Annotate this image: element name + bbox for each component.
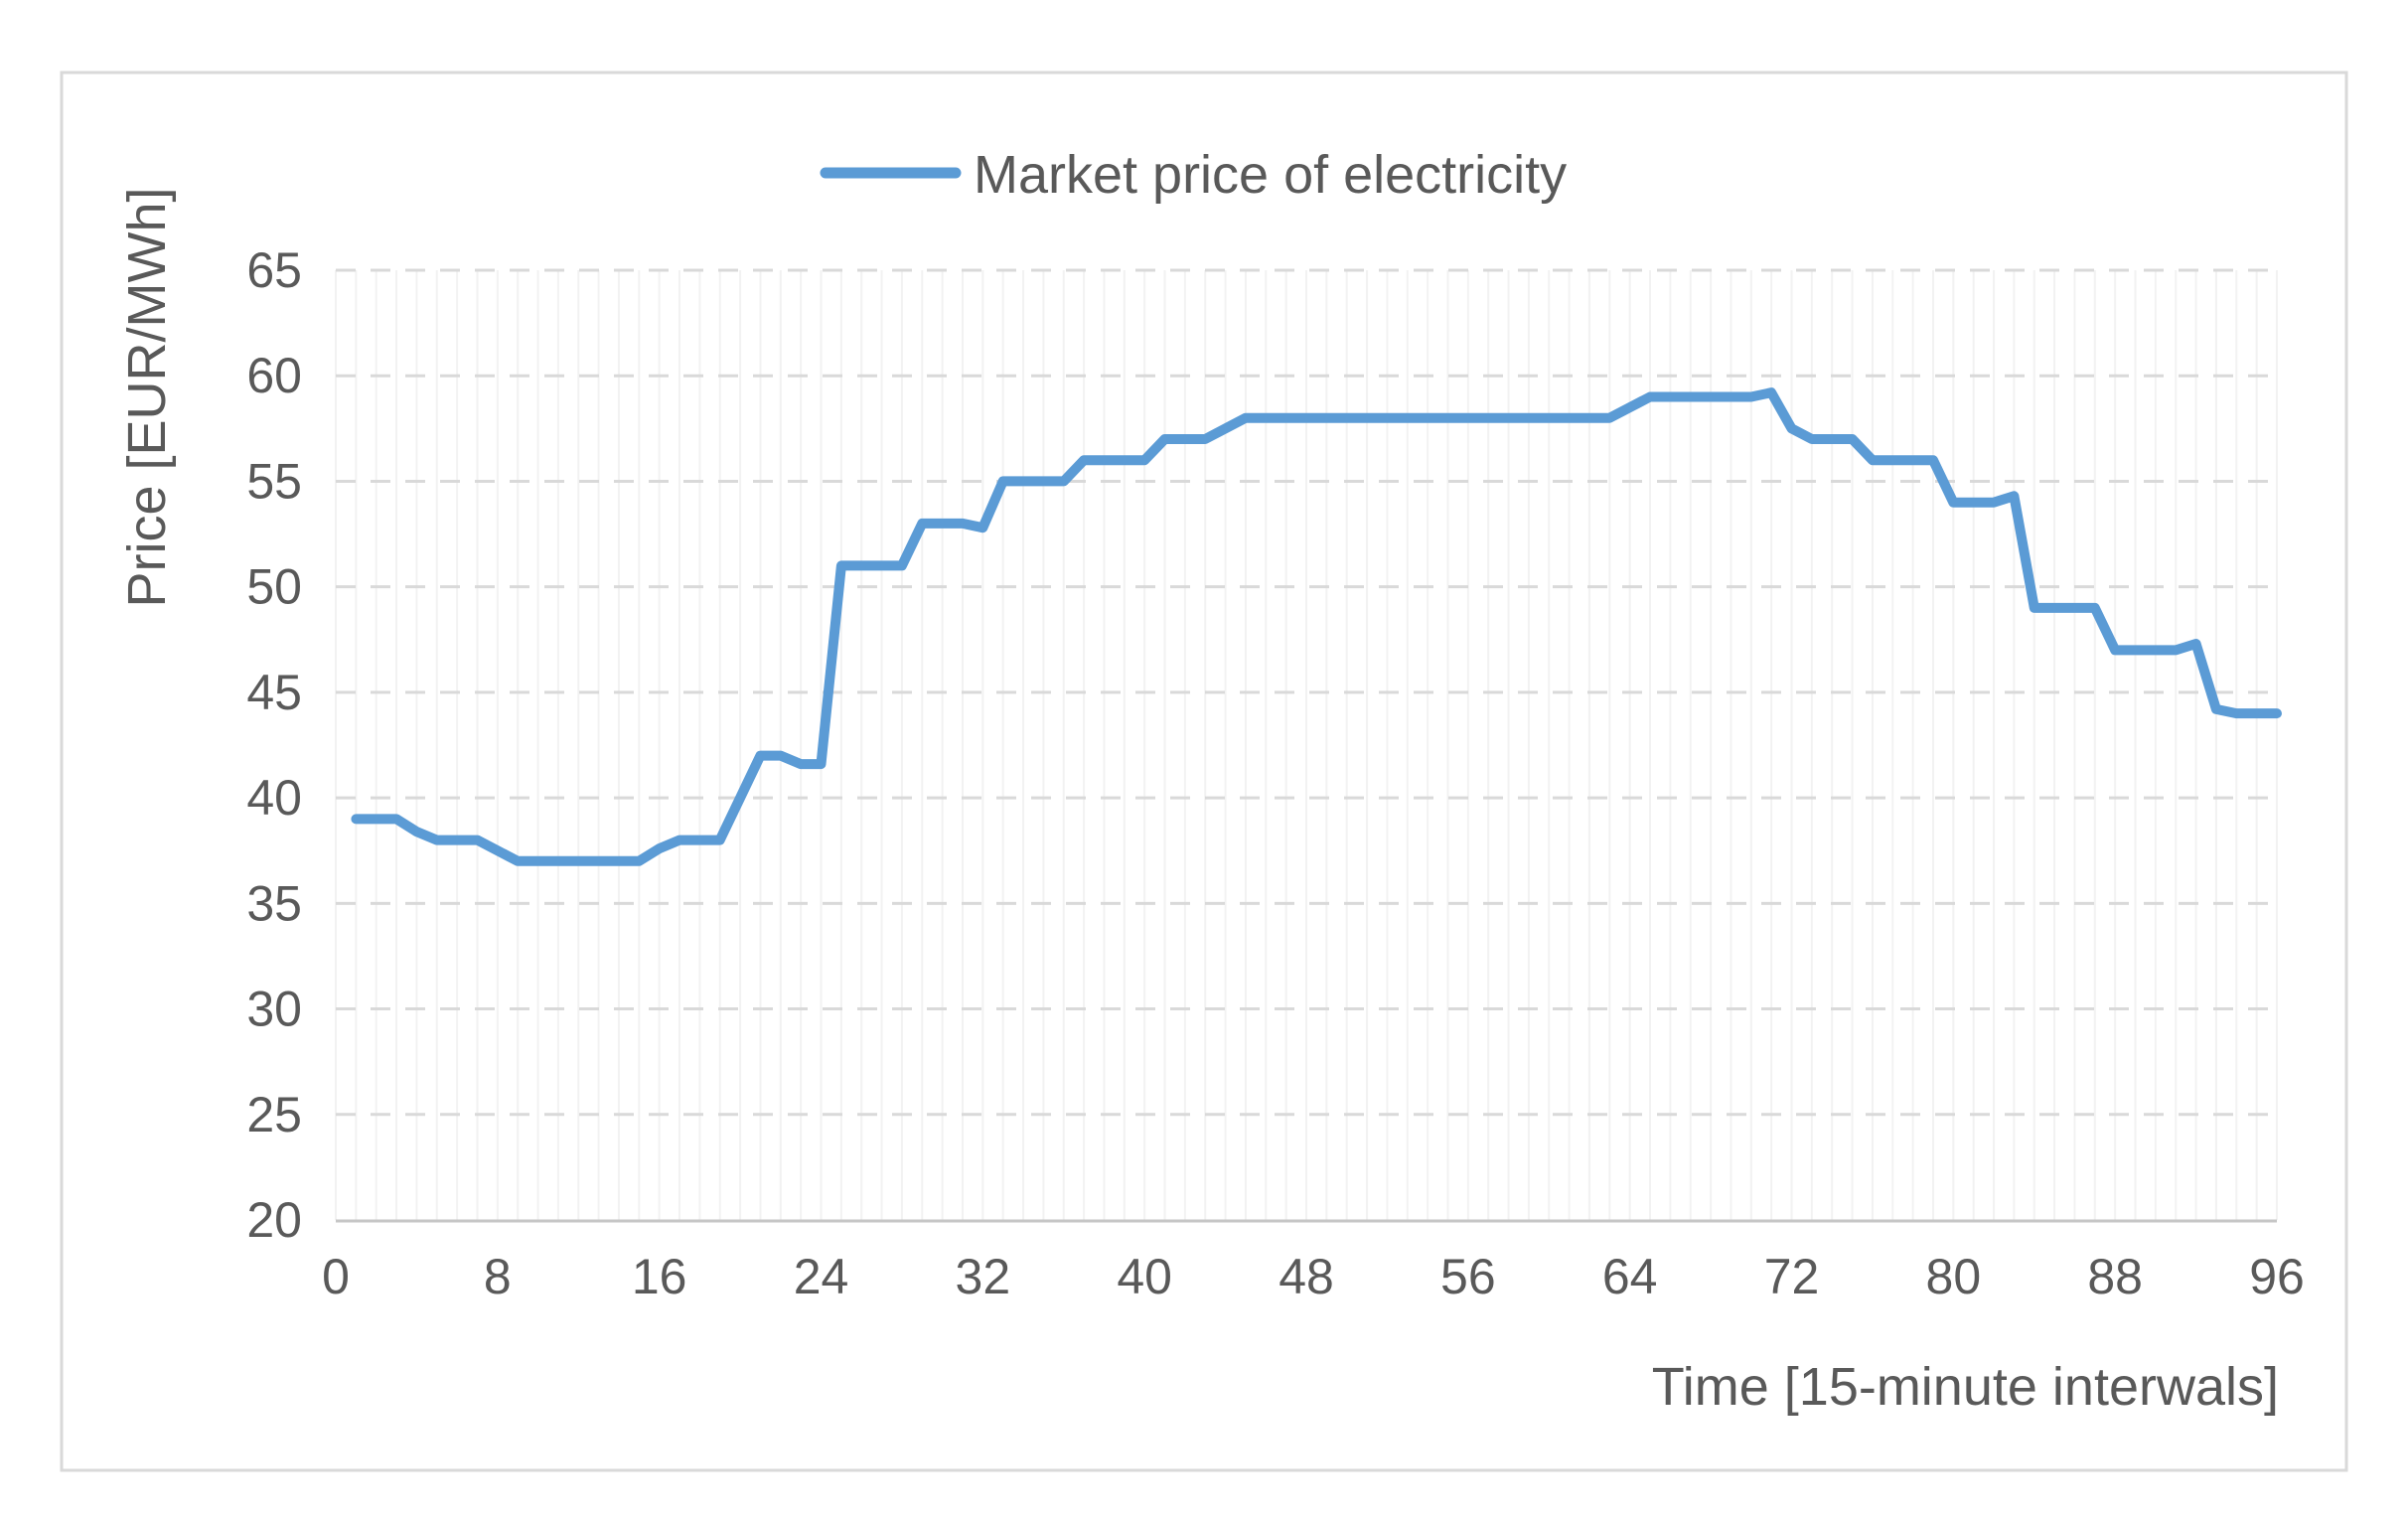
y-tick-label: 35 xyxy=(246,875,302,931)
y-tick-label: 40 xyxy=(246,770,302,826)
x-axis-tick-labels: 0 8 16 24 32 40 48 56 64 72 80 88 96 xyxy=(322,1249,2305,1304)
x-tick-label: 24 xyxy=(794,1249,849,1304)
y-major-gridlines xyxy=(336,268,2277,1117)
y-tick-label: 30 xyxy=(246,982,302,1037)
y-tick-label: 65 xyxy=(246,242,302,298)
x-tick-label: 32 xyxy=(956,1249,1011,1304)
y-tick-label: 50 xyxy=(246,559,302,615)
x-tick-label: 88 xyxy=(2087,1249,2143,1304)
x-tick-label: 72 xyxy=(1764,1249,1820,1304)
x-tick-label: 0 xyxy=(322,1249,350,1304)
y-axis-title: Price [EUR/MWh] xyxy=(117,187,177,607)
y-tick-label: 45 xyxy=(246,665,302,720)
y-axis-tick-labels: 20 25 30 35 40 45 50 55 60 65 xyxy=(246,242,302,1248)
x-tick-label: 80 xyxy=(1926,1249,1982,1304)
x-tick-label: 40 xyxy=(1117,1249,1172,1304)
legend: Market price of electricity xyxy=(820,145,1567,205)
x-axis-title: Time [15-minute interwals] xyxy=(1652,1357,2279,1417)
x-tick-label: 96 xyxy=(2249,1249,2305,1304)
x-tick-label: 8 xyxy=(484,1249,512,1304)
x-tick-label: 16 xyxy=(632,1249,687,1304)
x-tick-label: 48 xyxy=(1279,1249,1334,1304)
y-tick-label: 55 xyxy=(246,453,302,509)
y-tick-label: 20 xyxy=(246,1192,302,1248)
market-price-series-line xyxy=(351,387,2282,866)
x-minor-gridlines xyxy=(335,270,2278,1220)
y-tick-label: 60 xyxy=(246,348,302,403)
y-tick-label: 25 xyxy=(246,1087,302,1142)
legend-label: Market price of electricity xyxy=(974,145,1567,205)
x-tick-label: 56 xyxy=(1440,1249,1496,1304)
chart-area-border xyxy=(60,71,2348,1472)
x-tick-label: 64 xyxy=(1602,1249,1658,1304)
